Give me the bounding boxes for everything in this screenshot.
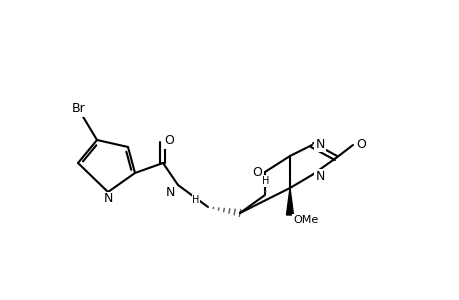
Polygon shape xyxy=(286,188,293,215)
Text: O: O xyxy=(355,137,365,151)
Text: N: N xyxy=(165,185,174,199)
Text: N: N xyxy=(314,137,324,151)
Text: Br: Br xyxy=(72,103,86,116)
Text: H: H xyxy=(262,176,269,186)
Text: OMe: OMe xyxy=(292,215,318,225)
Text: N: N xyxy=(103,193,112,206)
Text: H: H xyxy=(192,195,199,205)
Text: N: N xyxy=(314,169,324,182)
Text: O: O xyxy=(164,134,174,148)
Text: O: O xyxy=(252,166,261,178)
